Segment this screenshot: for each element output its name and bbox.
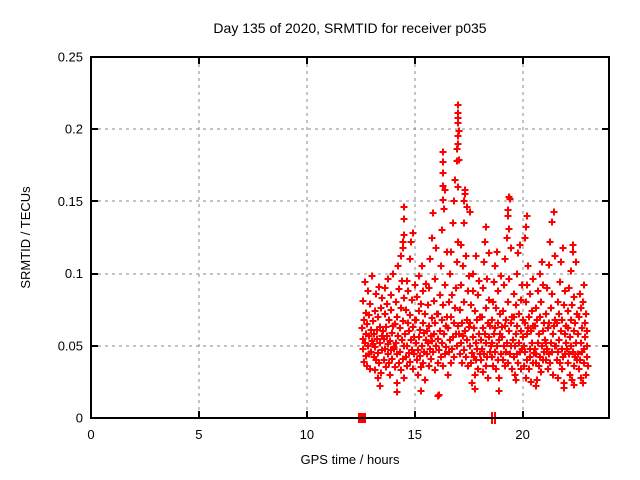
x-tick-label: 0 [87,427,94,442]
y-axis-label: SRMTID / TECUs [18,186,33,289]
y-tick-label: 0.2 [65,122,83,137]
y-tick-label: 0.25 [58,50,83,65]
tick-labels: 0 5 10 15 20 0 0.05 0.1 0.15 0.2 0.25 [58,50,530,443]
chart-title: Day 135 of 2020, SRMTID for receiver p03… [213,20,486,36]
tick-marks [90,56,609,419]
x-tick-label: 10 [300,427,314,442]
x-axis-label: GPS time / hours [301,452,400,467]
x-tick-label: 20 [515,427,529,442]
y-tick-label: 0.05 [58,338,83,353]
y-tick-label: 0.15 [58,194,83,209]
grid-lines [91,57,609,418]
scatter-points-path [358,101,592,400]
y-tick-label: 0 [76,411,83,426]
axes [90,56,610,419]
grid-lines-path [91,57,609,418]
plot-border [90,56,610,419]
x-tick-label: 5 [195,427,202,442]
y-tick-label: 0.1 [65,266,83,281]
x-tick-label: 15 [408,427,422,442]
